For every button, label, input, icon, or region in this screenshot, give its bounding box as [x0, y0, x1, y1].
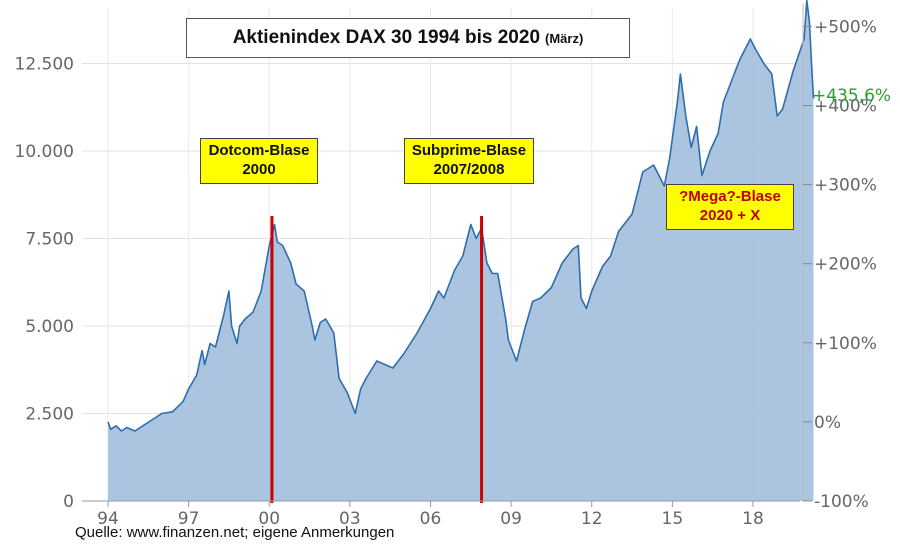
- right-tick-label: 0%: [814, 413, 841, 433]
- right-tick-label: +400%: [814, 97, 877, 117]
- x-tick-label: 06: [420, 509, 442, 529]
- bubble-markers: [270, 216, 484, 503]
- mega-note-line1: ?Mega?-Blase: [679, 188, 781, 205]
- dotcom-note-line2: 2000: [242, 161, 276, 178]
- dotcom-note-line1: Dotcom-Blase: [208, 142, 310, 159]
- y-tick-label: 10.000: [15, 142, 74, 162]
- right-tick-label: +200%: [814, 255, 877, 275]
- y-tick-label: 2.500: [25, 405, 74, 425]
- y-axis-right: -100% 0% +100% +200% +300% +400% +500%: [802, 4, 877, 512]
- chart-title-text: Aktienindex DAX 30 1994 bis 2020: [232, 27, 541, 48]
- y-tick-label: 0: [63, 492, 74, 512]
- mega-note: ?Mega?-Blase 2020 + X: [666, 184, 794, 230]
- right-tick-label: +500%: [814, 17, 877, 37]
- y-tick-label: 5.000: [25, 317, 74, 337]
- x-tick-label: 97: [178, 509, 200, 529]
- dotcom-note: Dotcom-Blase 2000: [200, 138, 318, 184]
- y-tick-label: 12.500: [15, 55, 74, 75]
- chart-title: Aktienindex DAX 30 1994 bis 2020 (März): [186, 18, 630, 58]
- highlight-percentage: +435,6%: [812, 86, 892, 106]
- area-layer: [107, 0, 815, 501]
- series-line: [107, 0, 815, 432]
- subprime-note-line2: 2007/2008: [433, 161, 505, 178]
- subprime-note-line1: Subprime-Blase: [411, 142, 527, 159]
- x-tick-label: 03: [339, 509, 361, 529]
- x-tick-label: 12: [581, 509, 603, 529]
- series-area: [108, 0, 814, 501]
- source-footer: Quelle: www.finanzen.net; eigene Anmerku…: [75, 524, 395, 541]
- x-tick-label: 94: [97, 509, 119, 529]
- subprime-note: Subprime-Blase 2007/2008: [404, 138, 534, 184]
- mega-note-line2: 2020 + X: [699, 207, 761, 224]
- right-tick-label: -100%: [814, 492, 869, 512]
- x-tick-label: 00: [258, 509, 280, 529]
- y-axis-left: 0 2.500 5.000 7.500 10.000 12.500: [15, 55, 74, 513]
- x-tick-label: 15: [662, 509, 684, 529]
- x-tick-label: 18: [742, 509, 764, 529]
- right-tick-label: +300%: [814, 176, 877, 196]
- chart-title-suffix: (März): [545, 30, 584, 46]
- x-tick-label: 09: [500, 509, 522, 529]
- x-axis: 94 97 00 03 06 09 12 15 18: [82, 500, 800, 529]
- right-tick-label: +100%: [814, 334, 877, 354]
- y-tick-label: 7.500: [25, 230, 74, 250]
